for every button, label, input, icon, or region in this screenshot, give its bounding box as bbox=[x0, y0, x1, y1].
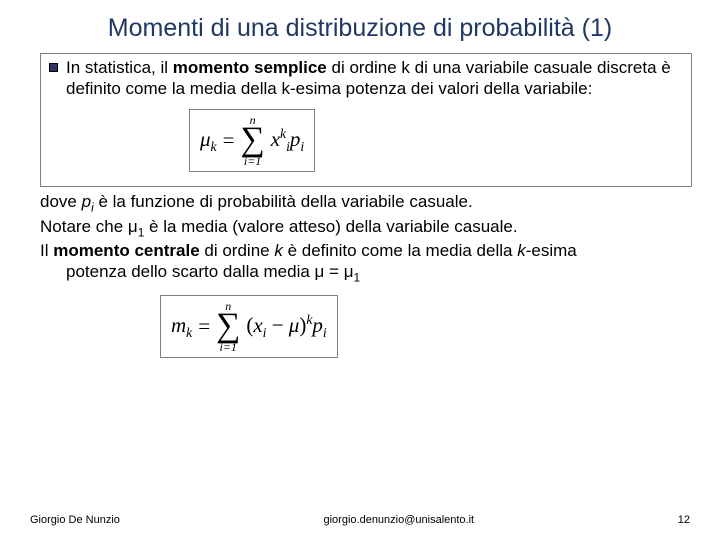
f2-sum-bot: i=1 bbox=[219, 341, 236, 353]
f2-x: x bbox=[253, 313, 262, 337]
f2-p: p bbox=[312, 313, 323, 337]
formula-2: mk = n ∑ i=1 (xi − μ)kpi bbox=[171, 300, 327, 353]
p-line2: Notare che μ1 è la media (valore atteso)… bbox=[40, 217, 518, 236]
slide: { "colors": { "title": "#1f3864", "bulle… bbox=[0, 0, 720, 540]
f1-p: p bbox=[290, 127, 301, 151]
sum-icon: n ∑ i=1 bbox=[216, 300, 240, 353]
p-l3bold: momento centrale bbox=[53, 241, 199, 260]
p-l4: potenza dello scarto dalla media μ = μ bbox=[66, 262, 354, 281]
p-line4: potenza dello scarto dalla media μ = μ1 bbox=[40, 261, 680, 285]
p-pi: p bbox=[82, 192, 91, 211]
formula-1-box: μk = n ∑ i=1 xkipi bbox=[189, 109, 315, 172]
p-l2a: Notare che μ bbox=[40, 217, 138, 236]
bullet-bold: momento semplice bbox=[173, 58, 327, 77]
formula-2-box: mk = n ∑ i=1 (xi − μ)kpi bbox=[160, 295, 338, 358]
sum-icon: n ∑ i=1 bbox=[240, 114, 264, 167]
slide-title: Momenti di una distribuzione di probabil… bbox=[0, 0, 720, 53]
f2-mu: μ bbox=[289, 313, 300, 337]
p-l3b: di ordine bbox=[200, 241, 275, 260]
f1-eq: = bbox=[223, 128, 235, 153]
bullet-pre: In statistica, il bbox=[66, 58, 173, 77]
content-box: In statistica, il momento semplice di or… bbox=[40, 53, 692, 187]
f2-minus: − bbox=[266, 313, 288, 337]
footer-email: giorgio.denunzio@unisalento.it bbox=[324, 514, 475, 526]
bullet-text: In statistica, il momento semplice di or… bbox=[66, 58, 683, 99]
p-l3k2: k bbox=[517, 241, 526, 260]
f1-lhs: μ bbox=[200, 127, 211, 151]
footer-page-number: 12 bbox=[678, 514, 690, 526]
f1-lhs-sub: k bbox=[211, 139, 217, 154]
p-l3a: Il bbox=[40, 241, 53, 260]
p-l1a: dove bbox=[40, 192, 82, 211]
p-l1b: è la funzione di probabilità della varia… bbox=[94, 192, 473, 211]
p-l3c: è definito come la media della bbox=[283, 241, 517, 260]
bullet-item: In statistica, il momento semplice di or… bbox=[49, 58, 683, 99]
f1-sum-bot: i=1 bbox=[244, 155, 261, 167]
f2-p-sub: i bbox=[323, 325, 327, 340]
p-line3: Il momento centrale di ordine k è defini… bbox=[40, 241, 577, 260]
p-line1: dove pi è la funzione di probabilità del… bbox=[40, 192, 473, 211]
square-bullet-icon bbox=[49, 63, 58, 72]
f1-x: x bbox=[271, 127, 280, 151]
f2-eq: = bbox=[198, 314, 210, 339]
p-l2b: è la media (valore atteso) della variabi… bbox=[144, 217, 517, 236]
f2-lhs-sub: k bbox=[186, 325, 192, 340]
paragraph: dove pi è la funzione di probabilità del… bbox=[40, 191, 680, 285]
f2-lhs: m bbox=[171, 313, 186, 337]
footer: Giorgio De Nunzio giorgio.denunzio@unisa… bbox=[30, 514, 690, 526]
f1-p-sub: i bbox=[300, 140, 304, 155]
formula-1: μk = n ∑ i=1 xkipi bbox=[200, 114, 304, 167]
p-l3d: -esima bbox=[526, 241, 577, 260]
footer-author: Giorgio De Nunzio bbox=[30, 514, 120, 526]
p-l3k1: k bbox=[274, 241, 283, 260]
p-l4sub: 1 bbox=[354, 271, 361, 285]
